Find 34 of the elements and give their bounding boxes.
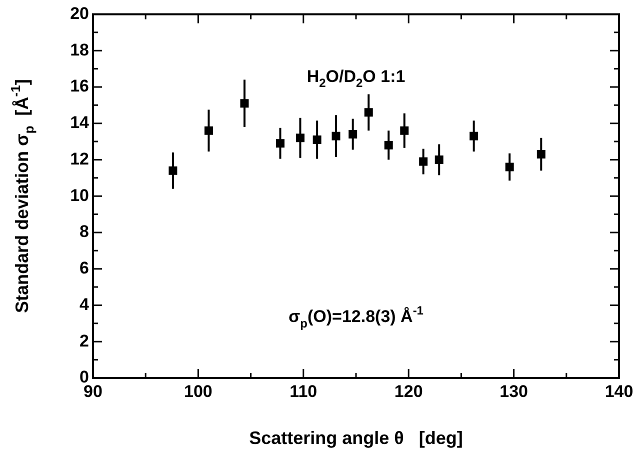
point	[400, 126, 409, 135]
point	[332, 132, 340, 140]
point	[276, 139, 284, 148]
y-tick-label: 14	[70, 113, 90, 132]
point	[312, 135, 322, 144]
y-tick-label: 10	[70, 186, 89, 205]
x-axis-title: Scattering angle θ [deg]	[249, 428, 463, 448]
point	[470, 132, 478, 140]
y-tick-label: 8	[80, 222, 89, 242]
y-tick-label: 20	[70, 4, 89, 23]
y-tick-label: 12	[70, 149, 89, 168]
point	[434, 155, 444, 164]
x-tick-label: 100	[184, 382, 212, 401]
point	[505, 162, 514, 172]
point	[384, 140, 393, 150]
y-tick-label: 4	[80, 294, 90, 314]
point	[168, 166, 178, 175]
point	[240, 99, 249, 108]
y-tick-label: 16	[70, 76, 89, 96]
y-tick-label: 2	[80, 331, 89, 350]
point	[536, 150, 546, 159]
point	[364, 108, 373, 117]
x-tick-label: 130	[500, 382, 528, 401]
point	[348, 130, 358, 138]
point	[419, 157, 428, 166]
x-tick-label: 140	[604, 382, 634, 401]
point	[204, 126, 213, 135]
y-tick-label: 18	[70, 40, 89, 60]
y-tick-label: 6	[80, 258, 89, 278]
x-tick-label: 110	[290, 382, 318, 401]
x-tick-label: 90	[84, 382, 102, 401]
y-axis-title: Standard deviation σp [Å-1]	[8, 79, 36, 314]
point	[296, 134, 304, 142]
x-tick-label: 120	[394, 382, 423, 401]
